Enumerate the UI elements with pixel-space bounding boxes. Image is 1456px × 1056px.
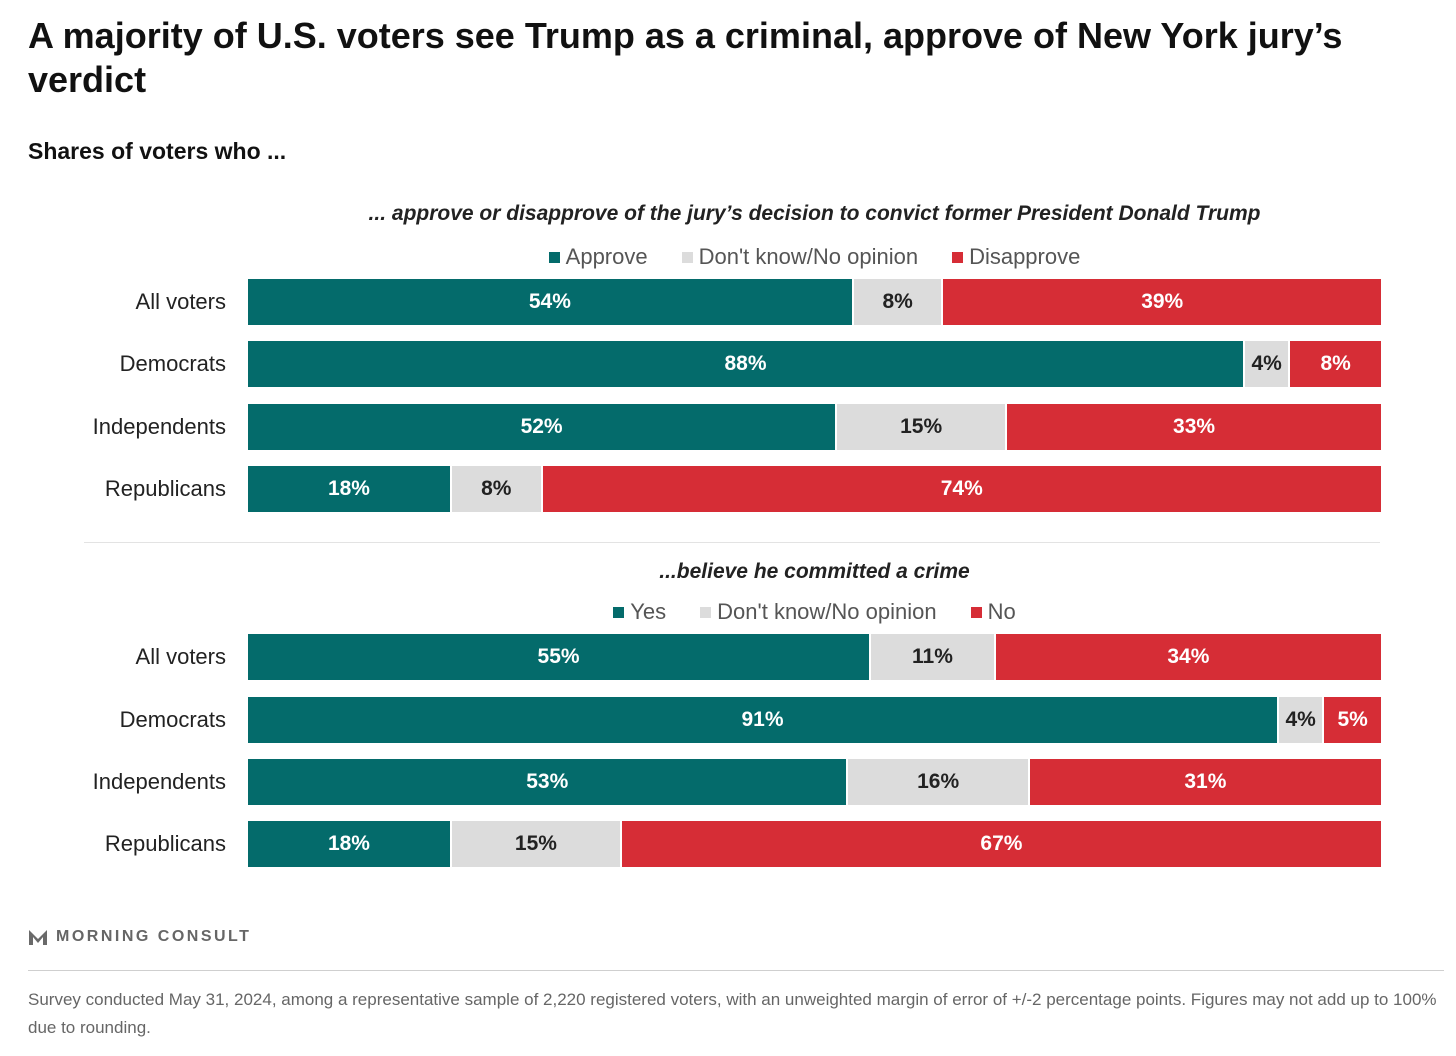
legend-swatch [970,606,982,618]
chart-title: A majority of U.S. voters see Trump as a… [28,15,1343,100]
category-label: Democrats [119,707,226,732]
bar-segment: 4% [1245,341,1291,387]
legend-label: Disapprove [969,244,1081,269]
bar-segment: 8% [451,466,543,512]
bar-segment: 55% [248,634,872,680]
bar-segment: 4% [1279,697,1325,743]
bar-segment: 67% [621,821,1381,867]
bar-segment: 33% [1007,404,1381,450]
footnote: Survey conducted May 31, 2024, among a r… [28,990,1437,1037]
bar-segment: 8% [853,279,944,325]
panel-title: ...believe he committed a crime [659,560,970,583]
category-label: All voters [135,644,226,669]
panel-divider [84,542,1380,543]
stacked-bar: 18% 15% 67% [248,821,1381,867]
legend-label: Don't know/No opinion [717,599,937,624]
bar-segment: 15% [451,821,622,867]
legend-swatch [613,606,625,618]
legend-item: Approve [548,244,648,270]
bar-segment: 91% [248,697,1280,743]
bar-segment: 5% [1324,697,1381,743]
stacked-bar: 88% 4% 8% [248,341,1381,387]
category-label: Republicans [104,476,226,501]
stacked-bar: 54% 8% 39% [248,279,1381,325]
brand-logo: MORNING CONSULT [28,928,251,946]
legend-label: Yes [630,599,667,624]
chart-subtitle: Shares of voters who ... [28,138,287,164]
bar-segment: 34% [995,634,1381,680]
bar-segment: 18% [248,821,452,867]
bar-segment: 88% [248,341,1246,387]
category-label: Republicans [104,831,226,856]
morning-consult-logo-icon [29,930,47,945]
legend-item: Don't know/No opinion [681,244,919,270]
bar-segment: 8% [1290,341,1381,387]
legend: Yes Don't know/No opinion No [248,599,1381,625]
stacked-bar: 55% 11% 34% [248,634,1381,680]
bar-segment: 16% [848,759,1030,805]
category-label: Independents [92,769,226,794]
stacked-bar: 18% 8% 74% [248,466,1381,512]
legend-swatch [952,251,964,263]
category-label: All voters [135,289,226,314]
legend: Approve Don't know/No opinion Disapprove [248,244,1381,270]
bar-segment: 11% [871,634,996,680]
category-label: Independents [92,414,226,439]
legend-label: No [987,599,1016,624]
legend-item: Don't know/No opinion [700,599,937,625]
brand-name: MORNING CONSULT [56,928,252,945]
bar-segment: 53% [248,759,849,805]
legend-label: Don't know/No opinion [698,244,919,269]
bar-segment: 74% [542,466,1381,512]
bar-segment: 15% [837,404,1008,450]
bar-segment: 18% [248,466,452,512]
legend-swatch [681,251,693,263]
bar-segment: 54% [248,279,854,325]
stacked-bar: 91% 4% 5% [248,697,1381,743]
bar-segment: 52% [248,404,838,450]
bar-segment: 31% [1029,759,1381,805]
bar-segment: 39% [943,279,1381,325]
legend-item: Yes [613,599,666,625]
legend-label: Approve [565,244,648,269]
stacked-bar: 53% 16% 31% [248,759,1381,805]
legend-item: No [970,599,1016,625]
legend-swatch [548,251,560,263]
category-label: Democrats [119,351,226,376]
legend-swatch [700,606,712,618]
legend-item: Disapprove [952,244,1080,270]
footer-rule [28,970,1444,971]
panel-title: ... approve or disapprove of the jury’s … [368,202,1261,225]
stacked-bar: 52% 15% 33% [248,404,1381,450]
